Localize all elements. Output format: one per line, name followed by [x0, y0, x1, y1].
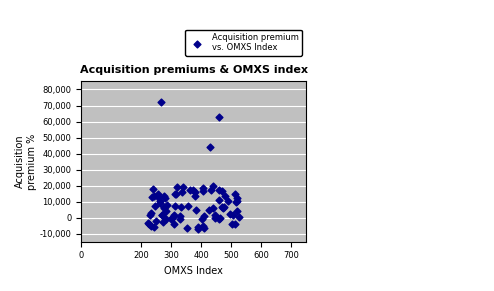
Acquisition premium
vs. OMXS Index [144, 220, 152, 225]
Acquisition premium
vs. OMXS Index [232, 191, 240, 196]
Acquisition premium
vs. OMXS Index [168, 216, 176, 220]
Acquisition premium
vs. OMXS Index [224, 199, 232, 204]
Acquisition premium
vs. OMXS Index [198, 217, 206, 221]
Acquisition premium
vs. OMXS Index [150, 194, 158, 198]
Acquisition premium
vs. OMXS Index [232, 200, 240, 204]
Acquisition premium
vs. OMXS Index [206, 145, 214, 150]
Acquisition premium
vs. OMXS Index [234, 196, 242, 200]
Acquisition premium
vs. OMXS Index [151, 204, 159, 209]
Acquisition premium
vs. OMXS Index [199, 188, 207, 193]
Acquisition premium
vs. OMXS Index [158, 212, 165, 217]
Acquisition premium
vs. OMXS Index [171, 204, 179, 209]
Acquisition premium
vs. OMXS Index [200, 214, 207, 219]
Acquisition premium
vs. OMXS Index [156, 200, 164, 205]
Acquisition premium
vs. OMXS Index [173, 184, 181, 189]
Acquisition premium
vs. OMXS Index [194, 226, 202, 231]
Acquisition premium
vs. OMXS Index [150, 224, 158, 229]
Acquisition premium
vs. OMXS Index [194, 225, 202, 230]
Acquisition premium
vs. OMXS Index [162, 196, 169, 201]
Acquisition premium
vs. OMXS Index [158, 213, 165, 218]
Acquisition premium
vs. OMXS Index [161, 205, 168, 209]
Acquisition premium
vs. OMXS Index [146, 213, 154, 217]
Acquisition premium
vs. OMXS Index [157, 100, 165, 105]
Acquisition premium
vs. OMXS Index [215, 217, 223, 222]
Acquisition premium
vs. OMXS Index [207, 188, 215, 193]
Acquisition premium
vs. OMXS Index [211, 216, 219, 221]
Acquisition premium
vs. OMXS Index [192, 189, 200, 194]
Acquisition premium
vs. OMXS Index [191, 194, 199, 198]
Acquisition premium
vs. OMXS Index [215, 198, 223, 202]
Acquisition premium
vs. OMXS Index [233, 199, 241, 204]
Acquisition premium
vs. OMXS Index [176, 214, 184, 218]
Acquisition premium
vs. OMXS Index [209, 184, 217, 189]
Acquisition premium
vs. OMXS Index [147, 223, 155, 228]
Acquisition premium
vs. OMXS Index [167, 217, 175, 221]
Acquisition premium
vs. OMXS Index [170, 222, 178, 227]
Y-axis label: Acquisition
premium %: Acquisition premium % [15, 134, 37, 190]
Acquisition premium
vs. OMXS Index [160, 205, 168, 210]
Acquisition premium
vs. OMXS Index [156, 199, 164, 204]
Acquisition premium
vs. OMXS Index [229, 213, 237, 217]
Acquisition premium
vs. OMXS Index [215, 187, 223, 192]
Acquisition premium
vs. OMXS Index [218, 205, 226, 210]
Acquisition premium
vs. OMXS Index [171, 192, 179, 196]
Acquisition premium
vs. OMXS Index [218, 189, 226, 194]
Acquisition premium
vs. OMXS Index [186, 187, 194, 192]
Acquisition premium
vs. OMXS Index [159, 220, 167, 224]
Legend: Acquisition premium
vs. OMXS Index: Acquisition premium vs. OMXS Index [185, 30, 302, 56]
Acquisition premium
vs. OMXS Index [219, 205, 227, 210]
Acquisition premium
vs. OMXS Index [178, 189, 186, 194]
Acquisition premium
vs. OMXS Index [149, 195, 157, 200]
Acquisition premium
vs. OMXS Index [199, 186, 206, 190]
Acquisition premium
vs. OMXS Index [209, 206, 217, 211]
Acquisition premium
vs. OMXS Index [200, 225, 208, 230]
Acquisition premium
vs. OMXS Index [152, 219, 160, 223]
Acquisition premium
vs. OMXS Index [160, 193, 168, 198]
Acquisition premium
vs. OMXS Index [211, 212, 219, 217]
Acquisition premium
vs. OMXS Index [147, 211, 155, 216]
Acquisition premium
vs. OMXS Index [235, 214, 243, 219]
Acquisition premium
vs. OMXS Index [184, 203, 192, 208]
Acquisition premium
vs. OMXS Index [199, 224, 207, 228]
Acquisition premium
vs. OMXS Index [189, 188, 197, 192]
Acquisition premium
vs. OMXS Index [216, 216, 224, 221]
Acquisition premium
vs. OMXS Index [176, 216, 184, 221]
Acquisition premium
vs. OMXS Index [205, 208, 213, 213]
Acquisition premium
vs. OMXS Index [172, 191, 180, 196]
Acquisition premium
vs. OMXS Index [215, 114, 223, 119]
Acquisition premium
vs. OMXS Index [220, 205, 228, 210]
Acquisition premium
vs. OMXS Index [231, 221, 239, 226]
Acquisition premium
vs. OMXS Index [177, 205, 185, 209]
Acquisition premium
vs. OMXS Index [155, 192, 163, 196]
Acquisition premium
vs. OMXS Index [162, 209, 169, 214]
Acquisition premium
vs. OMXS Index [145, 221, 153, 226]
Acquisition premium
vs. OMXS Index [149, 186, 157, 191]
Acquisition premium
vs. OMXS Index [233, 209, 241, 213]
Acquisition premium
vs. OMXS Index [162, 216, 169, 221]
Acquisition premium
vs. OMXS Index [228, 222, 236, 226]
Acquisition premium
vs. OMXS Index [154, 195, 162, 200]
X-axis label: OMXS Index: OMXS Index [164, 266, 223, 276]
Acquisition premium
vs. OMXS Index [226, 212, 234, 217]
Acquisition premium
vs. OMXS Index [169, 214, 177, 219]
Acquisition premium
vs. OMXS Index [179, 185, 187, 190]
Acquisition premium
vs. OMXS Index [192, 208, 200, 213]
Title: Acquisition premiums & OMXS index: Acquisition premiums & OMXS index [80, 65, 308, 75]
Acquisition premium
vs. OMXS Index [163, 202, 171, 207]
Acquisition premium
vs. OMXS Index [221, 194, 229, 198]
Acquisition premium
vs. OMXS Index [170, 213, 178, 218]
Acquisition premium
vs. OMXS Index [183, 226, 191, 230]
